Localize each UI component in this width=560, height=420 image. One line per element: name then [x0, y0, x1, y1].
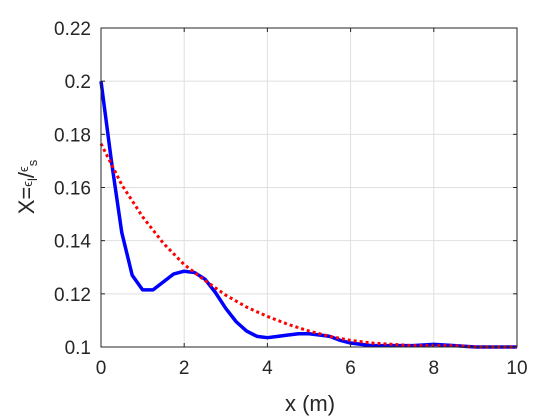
y-axis-title-denominator-subscript: s	[25, 159, 40, 166]
axes	[100, 27, 518, 348]
y-axis-title-separator: /	[14, 171, 39, 178]
y-axis-title-numerator: ϵ	[20, 181, 35, 187]
series-line-dotted-red	[99, 142, 517, 349]
x-tick-label: 10	[506, 358, 527, 379]
y-axis-title: X=ϵl/ϵs	[14, 159, 40, 214]
series-line-solid-blue	[99, 80, 517, 349]
x-tick-label: 6	[345, 358, 356, 379]
y-tick-label: 0.22	[54, 19, 91, 40]
tick-labels: 0 2 4 6 8 10 0.1 0.12 0.14 0.16 0.18 0.2 0.22	[54, 19, 528, 379]
plot-series	[99, 80, 517, 349]
x-tick-label: 2	[179, 358, 190, 379]
x-tick-label: 4	[262, 358, 273, 379]
y-tick-label: 0.12	[54, 285, 91, 306]
y-axis-title-prefix: X=	[14, 187, 39, 215]
y-axis-title-numerator-subscript: l	[25, 178, 40, 181]
x-tick-label: 8	[429, 358, 440, 379]
y-tick-label: 0.16	[54, 179, 91, 200]
x-axis-title: x (m)	[285, 391, 335, 416]
y-axis-title-denominator: ϵ	[16, 166, 31, 172]
y-tick-label: 0.14	[54, 232, 91, 253]
grid	[101, 28, 517, 347]
y-tick-label: 0.2	[65, 72, 91, 93]
x-tick-label: 0	[96, 358, 107, 379]
y-tick-label: 0.1	[65, 338, 91, 359]
y-tick-label: 0.18	[54, 125, 91, 146]
